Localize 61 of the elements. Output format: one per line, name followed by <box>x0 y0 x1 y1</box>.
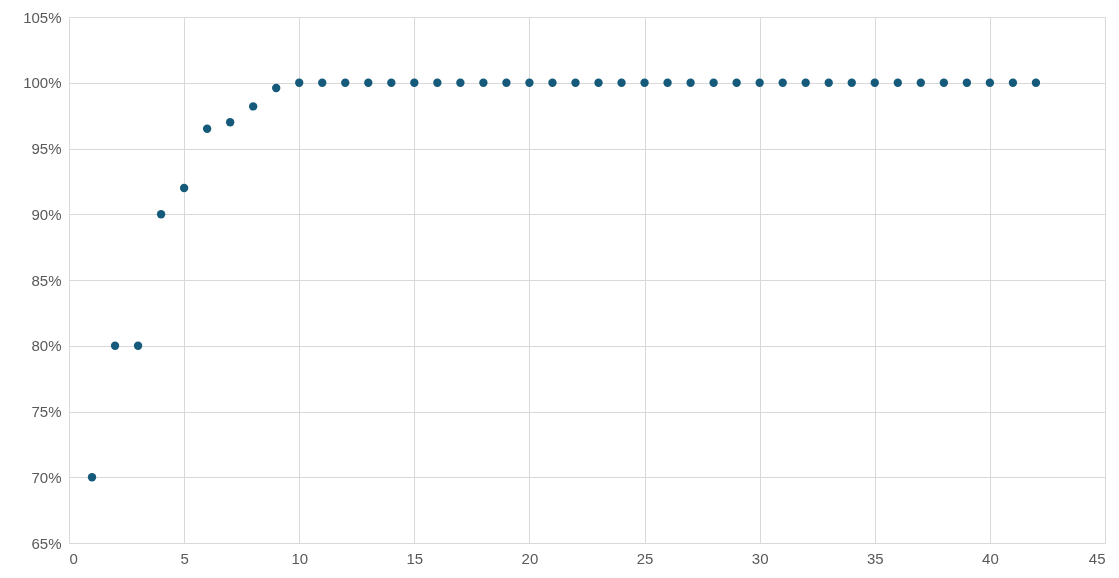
point <box>801 78 810 87</box>
point <box>916 78 926 87</box>
point <box>824 78 833 87</box>
point <box>479 78 488 87</box>
point <box>87 473 97 482</box>
y-tick-label: 100% <box>23 74 62 92</box>
point <box>732 78 741 87</box>
point <box>985 78 995 87</box>
point <box>1031 78 1041 87</box>
point <box>893 78 902 87</box>
point <box>755 78 764 87</box>
point <box>295 78 304 87</box>
point <box>225 118 235 127</box>
point <box>133 341 143 350</box>
x-tick-label: 30 <box>751 549 769 567</box>
point <box>456 78 465 87</box>
point <box>939 78 949 87</box>
point <box>870 78 879 87</box>
y-tick-label: 65% <box>31 534 62 552</box>
point <box>318 78 327 87</box>
point <box>847 78 856 87</box>
point <box>686 78 695 87</box>
y-tick-label: 80% <box>31 337 62 355</box>
point <box>156 210 166 219</box>
point <box>1008 78 1018 87</box>
y-tick-label: 70% <box>31 468 62 486</box>
x-tick-label: 40 <box>982 549 999 567</box>
point <box>179 183 189 193</box>
x-tick-label: 15 <box>406 549 424 567</box>
point <box>364 78 373 87</box>
point <box>709 78 718 87</box>
point <box>525 78 534 87</box>
point <box>341 78 350 87</box>
point <box>594 78 603 87</box>
point <box>410 78 419 87</box>
y-tick-label: 90% <box>31 205 62 223</box>
point <box>272 83 281 93</box>
point <box>571 78 580 87</box>
point <box>640 78 649 87</box>
x-tick-label: 20 <box>521 549 539 567</box>
point <box>433 78 442 87</box>
point <box>617 78 626 87</box>
point <box>548 78 557 87</box>
y-tick-label: 85% <box>31 271 62 289</box>
point <box>663 78 672 87</box>
point <box>778 78 787 87</box>
y-tick-label: 105% <box>23 8 62 26</box>
x-tick-label: 5 <box>180 549 189 567</box>
y-tick-label: 95% <box>31 140 62 157</box>
point <box>387 78 396 87</box>
y-tick-label: 75% <box>31 403 62 420</box>
x-tick-label: 45 <box>1088 549 1106 567</box>
point <box>110 341 120 350</box>
x-tick-label: 25 <box>636 549 654 567</box>
x-tick-label: 35 <box>866 549 884 567</box>
point <box>502 78 511 87</box>
point <box>962 78 972 87</box>
point <box>248 102 258 111</box>
point <box>202 124 212 133</box>
x-tick-label: 0 <box>69 549 78 567</box>
x-tick-label: 10 <box>291 549 309 567</box>
